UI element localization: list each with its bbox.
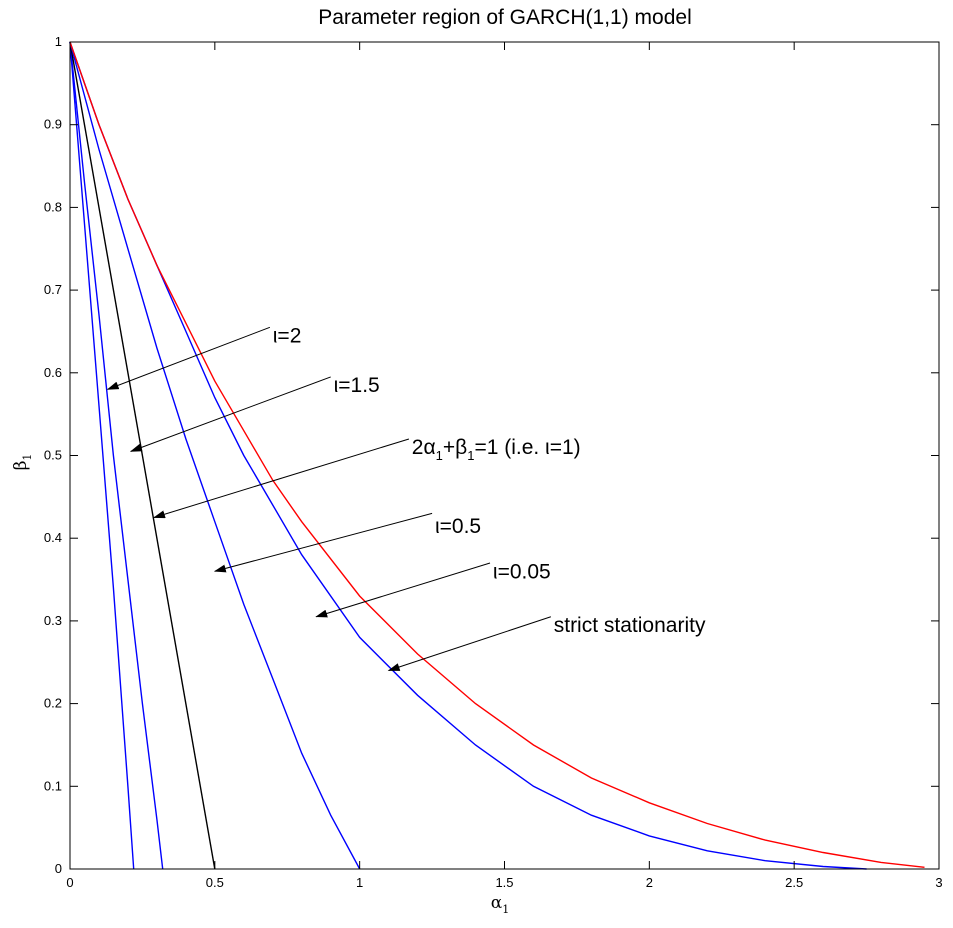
annotation-arrows <box>106 326 552 671</box>
x-tick-label: 3 <box>935 875 942 890</box>
x-tick-label: 1 <box>356 875 363 890</box>
x-axis-label: α1 <box>491 893 509 916</box>
x-tick-label: 2 <box>646 875 653 890</box>
annotation-label-3: ι=0.5 <box>435 515 481 538</box>
annotation-arrow-0 <box>106 326 271 390</box>
series-line-3 <box>69 41 361 870</box>
y-tick-label: 1 <box>55 34 62 49</box>
annotation-arrow-2 <box>153 438 410 519</box>
y-tick-label: 0.3 <box>44 613 62 628</box>
x-axis-label-base: α <box>491 893 503 913</box>
annotation-arrow-3 <box>213 512 433 573</box>
annotation-arrow-1 <box>129 376 331 452</box>
chart-title: Parameter region of GARCH(1,1) model <box>318 6 691 29</box>
series-line-2 <box>69 41 216 870</box>
y-axis-label-sub: 1 <box>21 454 34 461</box>
annotation-label-0: ι=2 <box>273 325 302 348</box>
x-tick-label: 2.5 <box>785 875 803 890</box>
annotation-label-1: ι=1.5 <box>334 374 380 397</box>
y-tick-label: 0.6 <box>44 365 62 380</box>
series-layer <box>69 41 925 870</box>
x-tick-label: 1.5 <box>495 875 513 890</box>
series-line-1 <box>69 41 164 870</box>
annotation-formula-part: 1 <box>467 448 474 463</box>
annotation-arrow-4 <box>315 562 491 618</box>
annotation-label-2: 2α1+β1=1 (i.e. ι=1) <box>412 436 581 463</box>
annotation-formula-part: 1 <box>436 448 443 463</box>
annotation-arrow-5 <box>387 616 552 671</box>
y-axis-label-base: β <box>11 461 31 471</box>
x-tick-label: 0 <box>66 875 73 890</box>
annotation-formula-part: +β <box>443 436 467 459</box>
y-axis-label: β1 <box>11 454 34 471</box>
annotation-formula-part: =1 (i.e. ι=1) <box>474 436 580 459</box>
y-tick-label: 0 <box>55 861 62 876</box>
x-tick-label: 0.5 <box>206 875 224 890</box>
y-tick-label: 0.4 <box>44 530 62 545</box>
y-tick-label: 0.2 <box>44 696 62 711</box>
y-tick-label: 0.5 <box>44 448 62 463</box>
y-tick-label: 0.7 <box>44 282 62 297</box>
y-tick-label: 0.1 <box>44 778 62 793</box>
axis-ticks: 0 0.5 1 1.5 2 2.5 3 0 0.1 0.2 0.3 0.4 0.5 0.6 0.7 0.8 0.… <box>44 34 943 890</box>
annotation-label-4: ι=0.05 <box>493 560 551 583</box>
series-line-0 <box>69 41 135 870</box>
x-axis-label-sub: 1 <box>502 903 509 916</box>
annotation-formula-part: 2α <box>412 436 436 459</box>
series-line-5 <box>69 41 925 868</box>
y-tick-label: 0.8 <box>44 199 62 214</box>
y-tick-label: 0.9 <box>44 117 62 132</box>
annotation-label-5: strict stationarity <box>554 614 706 637</box>
